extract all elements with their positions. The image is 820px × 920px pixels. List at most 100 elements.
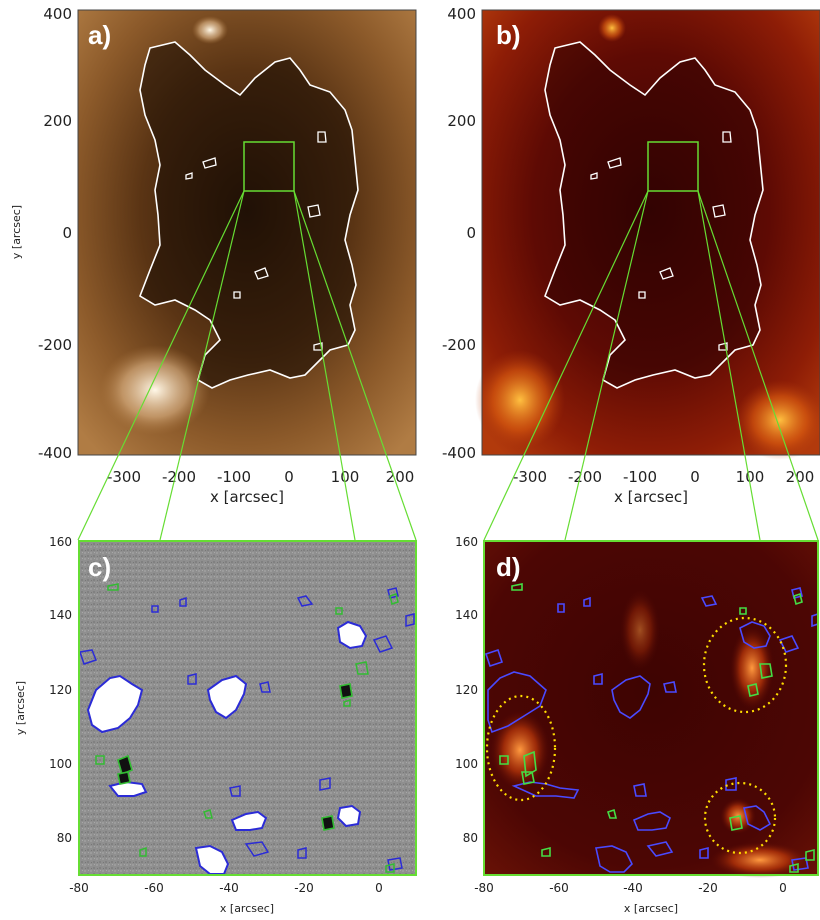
polarity-contour bbox=[79, 649, 97, 665]
polarity-contour bbox=[343, 698, 351, 707]
polarity-contour bbox=[606, 808, 618, 819]
panel-b-coronal-hole-contour bbox=[544, 41, 764, 389]
polarity-contour bbox=[743, 805, 772, 831]
panel-d-y-ticks: 160 140 120 100 80 bbox=[455, 535, 478, 845]
polarity-contour bbox=[117, 771, 131, 785]
y-tick: 100 bbox=[49, 757, 72, 771]
polarity-contour bbox=[335, 607, 343, 615]
polarity-contour bbox=[805, 848, 815, 861]
panel-c-negative-outlines bbox=[95, 583, 399, 873]
panel-c-positive-patches bbox=[86, 620, 368, 875]
panel-a-y-axis-label: y [arcsec] bbox=[10, 205, 23, 259]
polarity-contour bbox=[203, 809, 213, 819]
polarity-contour bbox=[663, 681, 677, 693]
polarity-contour bbox=[499, 755, 509, 765]
connector-line bbox=[564, 190, 649, 541]
panel-d-bright-feature bbox=[490, 710, 550, 790]
panel-a-y-ticks: 400 200 0 -200 -400 bbox=[38, 5, 72, 462]
panel-a-small-contour bbox=[307, 204, 321, 218]
y-tick: 80 bbox=[463, 831, 478, 845]
panel-c-y-ticks: 160 140 120 100 80 bbox=[49, 535, 72, 845]
panel-a: a) 400 200 0 -200 -400 -300 -200 -100 0 … bbox=[10, 5, 417, 506]
polarity-contour bbox=[389, 593, 399, 605]
x-tick: -20 bbox=[698, 881, 718, 895]
x-tick: 200 bbox=[386, 468, 415, 486]
polarity-contour bbox=[523, 750, 537, 778]
polarity-contour bbox=[194, 844, 230, 875]
x-tick: 0 bbox=[284, 468, 294, 486]
panel-c-x-axis-label: x [arcsec] bbox=[220, 902, 274, 915]
panel-a-small-contour bbox=[185, 172, 193, 180]
x-tick: -100 bbox=[623, 468, 657, 486]
zoom-connectors bbox=[77, 190, 819, 541]
connector-line bbox=[697, 190, 819, 541]
y-tick: 160 bbox=[455, 535, 478, 549]
polarity-contour bbox=[95, 755, 105, 765]
y-tick: 0 bbox=[466, 224, 476, 242]
polarity-contour bbox=[387, 857, 403, 871]
connector-line bbox=[483, 190, 649, 541]
y-tick: 80 bbox=[57, 831, 72, 845]
y-tick: -200 bbox=[38, 336, 72, 354]
polarity-contour bbox=[321, 815, 335, 831]
panel-b: b) 400 200 0 -200 -400 -300 -200 -100 0 … bbox=[442, 5, 820, 506]
polarity-contour bbox=[739, 607, 747, 615]
x-tick: 100 bbox=[736, 468, 765, 486]
y-tick: 0 bbox=[62, 224, 72, 242]
panel-b-label: b) bbox=[496, 20, 521, 50]
connector-line bbox=[77, 190, 245, 541]
polarity-contour bbox=[339, 683, 353, 699]
panel-a-frame bbox=[77, 9, 417, 456]
panel-c-frame bbox=[78, 540, 417, 876]
panel-a-bright-region bbox=[192, 16, 228, 44]
y-tick: 140 bbox=[455, 608, 478, 622]
connector-line bbox=[159, 190, 245, 541]
panel-b-bright-region bbox=[598, 14, 626, 42]
polarity-contour bbox=[725, 777, 737, 791]
panel-d-x-axis-label: x [arcsec] bbox=[624, 902, 678, 915]
polarity-contour bbox=[791, 587, 803, 599]
polarity-contour bbox=[107, 583, 119, 591]
panel-b-x-ticks: -300 -200 -100 0 100 200 bbox=[513, 468, 814, 486]
panel-d-bright-feature bbox=[730, 626, 774, 710]
polarity-contour bbox=[244, 841, 270, 857]
panel-a-zoom-box bbox=[243, 141, 295, 192]
x-tick: -300 bbox=[107, 468, 141, 486]
panel-b-small-contour bbox=[607, 157, 622, 169]
x-tick: 100 bbox=[331, 468, 360, 486]
panel-a-label: a) bbox=[88, 20, 111, 50]
x-tick: -60 bbox=[144, 881, 164, 895]
y-tick: 120 bbox=[49, 683, 72, 697]
panel-a-x-axis-label: x [arcsec] bbox=[210, 488, 284, 506]
panel-d-ellipse-markers bbox=[485, 616, 788, 855]
y-tick: 200 bbox=[43, 112, 72, 130]
polarity-contour bbox=[739, 621, 771, 649]
x-tick: 0 bbox=[779, 881, 787, 895]
x-tick: 0 bbox=[690, 468, 700, 486]
polarity-contour bbox=[729, 815, 743, 831]
y-tick: -400 bbox=[38, 444, 72, 462]
polarity-contour bbox=[336, 804, 362, 828]
polarity-contour bbox=[699, 846, 709, 859]
polarity-contour bbox=[747, 683, 759, 697]
polarity-contour bbox=[511, 781, 580, 799]
panel-b-frame bbox=[481, 9, 820, 456]
polarity-contour bbox=[179, 596, 187, 607]
panel-b-small-contour bbox=[659, 267, 674, 280]
panel-d-negative-contours bbox=[499, 583, 815, 873]
panel-d: d) 160 140 120 100 80 -80 -60 -40 -20 0 … bbox=[455, 535, 819, 915]
y-tick: 120 bbox=[455, 683, 478, 697]
panel-b-small-contour bbox=[590, 172, 598, 180]
polarity-contour bbox=[372, 635, 394, 653]
panel-a-coronal-hole-contour bbox=[139, 41, 359, 389]
panel-a-small-contour bbox=[317, 131, 327, 143]
polarity-contour bbox=[633, 783, 647, 797]
y-tick: -400 bbox=[442, 444, 476, 462]
polarity-contour bbox=[541, 846, 551, 857]
polarity-contour bbox=[108, 780, 148, 797]
polarity-contour bbox=[593, 672, 603, 685]
connector-line bbox=[293, 190, 417, 541]
panel-b-small-contour bbox=[712, 204, 726, 218]
polarity-contour bbox=[229, 785, 241, 797]
